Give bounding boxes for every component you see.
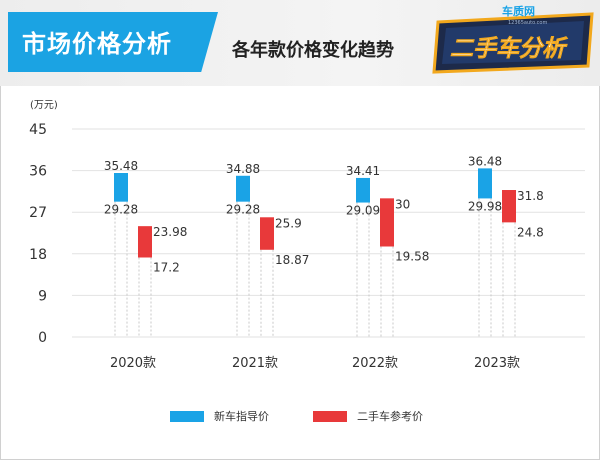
legend-swatch-used-car [313,411,347,422]
value-label-high-2-1: 30 [395,197,410,211]
bar-1-0 [236,175,250,202]
page-title: 市场价格分析 [22,30,172,58]
bars [114,168,516,258]
value-label-low-3-0: 29.98 [468,199,502,213]
value-label-low-0-1: 17.2 [153,260,180,274]
value-label-high-2-0: 34.41 [346,164,380,178]
logo-main-text: 二手车分析 [450,36,568,62]
gridlines [72,128,585,338]
chart-area: (万元) 0 9 18 27 36 45 35.48 29.28 23.98 17.2 34.88… [29,100,585,371]
legend-label-new-car: 新车指导价 [214,410,269,423]
value-label-high-3-1: 31.8 [517,189,544,203]
bar-2-0 [356,177,370,203]
logo-badge [432,12,594,74]
legend: 新车指导价 二手车参考价 [0,400,600,430]
x-axis-label-3: 2023款 [474,356,520,371]
value-label-low-0-0: 29.28 [104,203,138,217]
y-axis-unit: (万元) [30,100,58,111]
value-label-high-1-1: 25.9 [275,216,302,230]
bar-3-1 [502,190,516,223]
y-tick-label-1: 9 [38,288,47,304]
bar-1-1 [260,217,274,250]
guide-lines [114,198,516,337]
y-tick-label-2: 18 [29,247,47,263]
logo-url-text: 12365auto.com [508,20,547,26]
bar-0-1 [138,226,152,258]
header-banner: 市场价格分析 各年款价格变化趋势 车质网 12365auto.com 二手车分析 [0,0,600,86]
y-tick-label-5: 45 [29,122,47,138]
value-label-high-1-0: 34.88 [226,162,260,176]
x-axis-label-2: 2022款 [352,356,398,371]
value-label-low-1-0: 29.28 [226,203,260,217]
x-axis-label-0: 2020款 [110,356,156,371]
logo: 车质网 12365auto.com 二手车分析 [432,4,594,74]
y-tick-label-3: 27 [29,205,47,221]
bar-2-1 [380,198,394,247]
title-box [8,12,218,72]
value-labels: 35.48 29.28 23.98 17.2 34.88 29.28 25.9 18.87 34… [104,154,544,274]
value-label-low-2-0: 29.09 [346,204,380,218]
value-label-high-3-0: 36.48 [468,154,502,168]
page-subtitle: 各年款价格变化趋势 [232,40,394,61]
x-axis-labels: 2020款 2021款 2022款 2023款 [110,356,520,371]
y-axis-ticks: 0 9 18 27 36 45 [29,122,47,346]
value-label-low-2-1: 19.58 [395,249,429,263]
bar-3-0 [478,168,492,199]
y-tick-label-0: 0 [38,330,47,346]
legend-label-used-car: 二手车参考价 [357,410,423,423]
value-label-low-3-1: 24.8 [517,225,544,239]
x-axis-label-1: 2021款 [232,356,278,371]
legend-swatch-new-car [170,411,204,422]
value-label-low-1-1: 18.87 [275,253,309,267]
bar-0-0 [114,173,128,202]
value-label-high-0-1: 23.98 [153,225,187,239]
y-tick-label-4: 36 [29,164,47,180]
value-label-high-0-0: 35.48 [104,159,138,173]
logo-top-text: 车质网 [502,4,535,18]
